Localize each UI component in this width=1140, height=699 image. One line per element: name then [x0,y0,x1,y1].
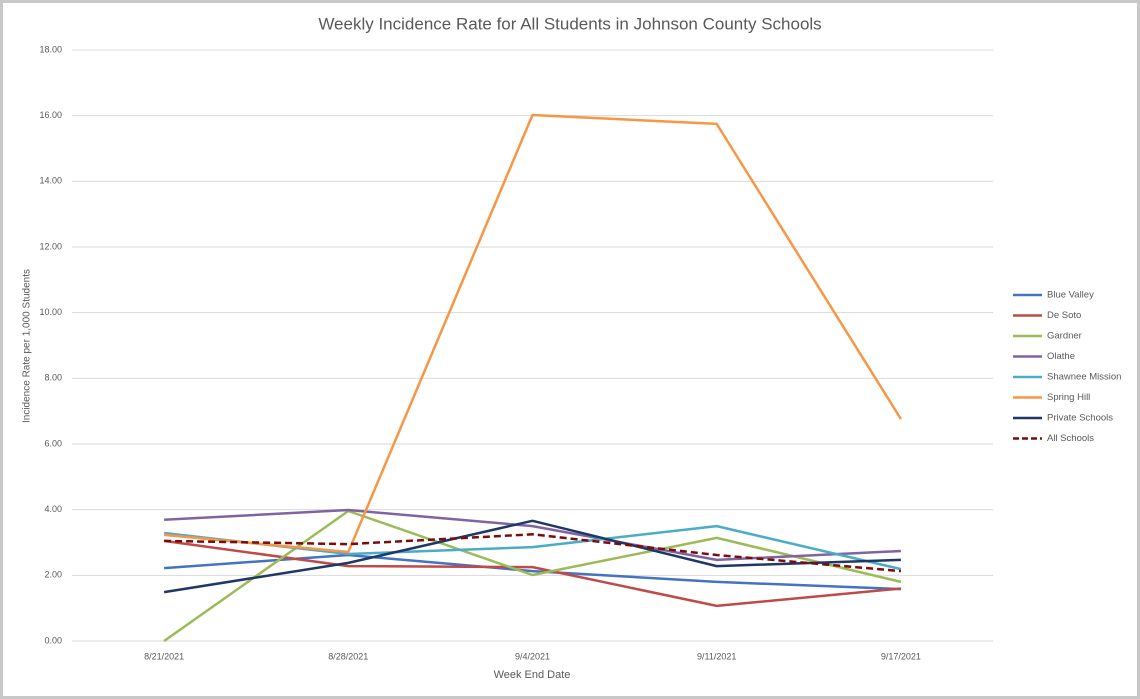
y-tick-label: 10.00 [39,307,62,317]
x-tick-label: 8/28/2021 [328,651,368,661]
x-tick-label: 9/11/2021 [697,651,736,661]
y-tick-label: 12.00 [39,241,62,251]
y-axis-label: Incidence Rate per 1,000 Students [22,269,33,423]
series-line [163,509,902,643]
series-line [164,508,901,562]
legend-label: Olathe [1047,351,1075,362]
y-tick-label: 4.00 [44,504,62,514]
x-tick-label: 9/17/2021 [881,651,921,661]
y-tick-label: 18.00 [39,44,62,54]
series-line [164,553,901,591]
legend-label: Private Schools [1047,413,1113,424]
legend-label: Shawnee Mission [1047,372,1121,383]
chart-title: Weekly Incidence Rate for All Students i… [318,14,821,33]
legend-label: Blue Valley [1047,290,1094,301]
series-line [163,539,902,608]
x-axis-label: Week End Date [494,669,571,681]
y-tick-label: 6.00 [44,438,62,448]
series-line [163,113,902,554]
y-tick-label: 8.00 [44,373,62,383]
y-tick-label: 2.00 [44,570,62,580]
x-tick-label: 9/4/2021 [515,651,550,661]
legend-label: Gardner [1047,331,1082,342]
y-tick-label: 0.00 [44,635,62,645]
legend-label: De Soto [1047,310,1081,321]
y-tick-label: 16.00 [39,110,62,120]
series-line [163,519,901,594]
y-tick-label: 14.00 [39,176,62,186]
x-tick-label: 8/21/2021 [144,651,184,661]
series-line [164,533,902,573]
legend-label: All Schools [1047,433,1094,444]
legend-label: Spring Hill [1047,392,1090,403]
